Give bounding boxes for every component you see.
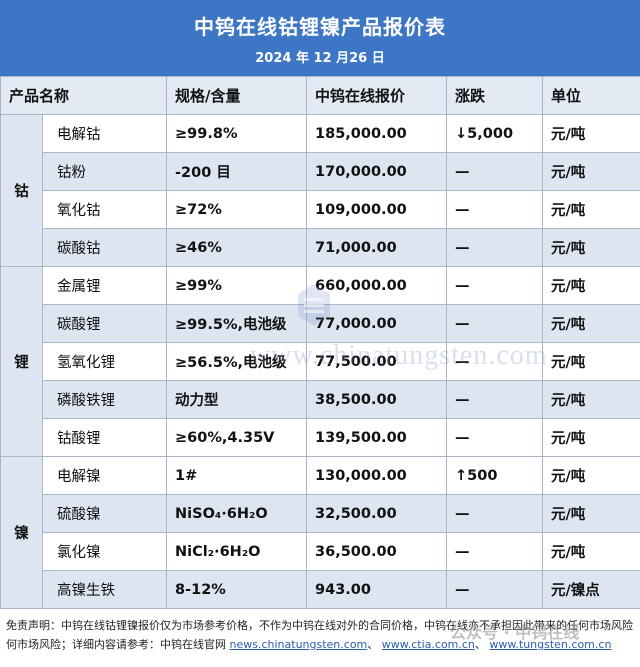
unit-cell: 元/吨 <box>542 304 640 343</box>
spec-cell: ≥46% <box>166 228 308 267</box>
table-row: 钴粉 -200 目 170,000.00— 元/吨 <box>1 152 640 191</box>
price-cell: 170,000.00 <box>306 152 448 191</box>
table-row: 锂金属锂 ≥99% 660,000.00— 元/吨 <box>0 266 640 457</box>
product-name-cell: 碳酸钴 <box>41 228 168 267</box>
price-cell: 32,500.00 <box>306 494 448 533</box>
table-row: 氯化镍 NiCl₂·6H₂O 36,500.00— 元/吨 <box>1 532 640 571</box>
spec-cell: ≥60%,4.35V <box>166 418 308 457</box>
spec-cell: -200 目 <box>166 152 308 191</box>
change-cell: — <box>446 342 544 381</box>
change-cell: — <box>446 266 544 305</box>
table-row: 高镍生铁 8-12% 943.00— 元/镍点 <box>1 570 640 609</box>
price-cell: 38,500.00 <box>306 380 448 419</box>
table-row: 镍电解镍 1# 130,000.00 ↑500 元/吨 <box>0 456 640 609</box>
unit-cell: 元/吨 <box>542 266 640 305</box>
col-header-unit: 单位 <box>542 76 640 115</box>
unit-cell: 元/吨 <box>542 532 640 571</box>
col-header-product: 产品名称 <box>0 76 168 115</box>
change-cell: — <box>446 380 544 419</box>
unit-cell: 元/吨 <box>542 190 640 229</box>
change-cell: — <box>446 152 544 191</box>
table-body: 钴电解钴 ≥99.8% 185,000.00 ↓5,000 元/吨 钴粉 -200 目 170… <box>0 114 640 609</box>
spec-cell: ≥56.5%,电池级 <box>166 342 308 381</box>
table-header-row: 产品名称 规格/含量 中钨在线报价 涨跌 单位 <box>0 76 640 115</box>
unit-cell: 元/镍点 <box>542 570 640 609</box>
unit-cell: 元/吨 <box>542 228 640 267</box>
price-cell: 130,000.00 <box>306 456 448 495</box>
change-cell: — <box>446 190 544 229</box>
unit-cell: 元/吨 <box>542 380 640 419</box>
unit-cell: 元/吨 <box>542 152 640 191</box>
link-news-chinatungsten[interactable]: news.chinatungsten.com <box>229 638 368 651</box>
price-cell: 36,500.00 <box>306 532 448 571</box>
product-name-cell: 钴酸锂 <box>41 418 168 457</box>
table-row: 磷酸铁锂 动力型 38,500.00— 元/吨 <box>1 380 640 419</box>
table-row: 钴电解钴 ≥99.8% 185,000.00 ↓5,000 元/吨 <box>0 114 640 267</box>
price-cell: 77,000.00 <box>306 304 448 343</box>
disclaimer-reference-text: 何市场风险；详细内容请参考：中钨在线官网 <box>6 638 226 651</box>
product-name-cell: 磷酸铁锂 <box>41 380 168 419</box>
product-name-cell: 电解钴 <box>41 114 168 153</box>
disclaimer-line-1: 免责声明：中钨在线钴锂镍报价仅为市场参考价格，不作为中钨在线对外的合同价格，中钨… <box>6 619 634 632</box>
spec-cell: NiCl₂·6H₂O <box>166 532 308 571</box>
product-name-cell: 高镍生铁 <box>41 570 168 609</box>
report-header: 中钨在线钴锂镍产品报价表 2024 年 12 月26 日 <box>0 0 640 76</box>
disclaimer-footer: 免责声明：中钨在线钴锂镍报价仅为市场参考价格，不作为中钨在线对外的合同价格，中钨… <box>0 612 640 667</box>
spec-cell: ≥99% <box>166 266 308 305</box>
change-cell: ↓5,000 <box>446 114 544 153</box>
price-table: 产品名称 规格/含量 中钨在线报价 涨跌 单位 钴电解钴 ≥99.8% 185,00… <box>0 76 640 609</box>
change-cell: — <box>446 570 544 609</box>
product-name-cell: 硫酸镍 <box>41 494 168 533</box>
product-name-cell: 氢氧化锂 <box>41 342 168 381</box>
col-header-price: 中钨在线报价 <box>306 76 448 115</box>
report-title: 中钨在线钴锂镍产品报价表 <box>194 15 446 39</box>
spec-cell: ≥99.5%,电池级 <box>166 304 308 343</box>
table-row: 钴酸锂 ≥60%,4.35V 139,500.00— 元/吨 <box>1 418 640 457</box>
product-name-cell: 电解镍 <box>41 456 168 495</box>
price-cell: 660,000.00 <box>306 266 448 305</box>
spec-cell: ≥72% <box>166 190 308 229</box>
table-row: 硫酸镍 NiSO₄·6H₂O 32,500.00— 元/吨 <box>1 494 640 533</box>
spec-cell: NiSO₄·6H₂O <box>166 494 308 533</box>
change-cell: — <box>446 304 544 343</box>
col-header-change: 涨跌 <box>446 76 544 115</box>
product-name-cell: 金属锂 <box>41 266 168 305</box>
product-name-cell: 氯化镍 <box>41 532 168 571</box>
unit-cell: 元/吨 <box>542 494 640 533</box>
product-name-cell: 碳酸锂 <box>41 304 168 343</box>
unit-cell: 元/吨 <box>542 456 640 495</box>
product-name-cell: 氧化钴 <box>41 190 168 229</box>
link-tungsten[interactable]: www.tungsten.com.cn <box>489 638 612 651</box>
spec-cell: 动力型 <box>166 380 308 419</box>
change-cell: — <box>446 532 544 571</box>
report-date: 2024 年 12 月26 日 <box>255 51 385 66</box>
unit-cell: 元/吨 <box>542 114 640 153</box>
spec-cell: ≥99.8% <box>166 114 308 153</box>
unit-cell: 元/吨 <box>542 418 640 457</box>
group-label: 锂 <box>0 266 43 457</box>
product-name-cell: 钴粉 <box>41 152 168 191</box>
table-row: 碳酸锂 ≥99.5%,电池级 77,000.00— 元/吨 <box>1 304 640 343</box>
table-row: 碳酸钴 ≥46% 71,000.00— 元/吨 <box>1 228 640 267</box>
unit-cell: 元/吨 <box>542 342 640 381</box>
price-cell: 139,500.00 <box>306 418 448 457</box>
change-cell: ↑500 <box>446 456 544 495</box>
group-label: 钴 <box>0 114 43 267</box>
price-cell: 943.00 <box>306 570 448 609</box>
price-cell: 77,500.00 <box>306 342 448 381</box>
price-cell: 71,000.00 <box>306 228 448 267</box>
price-cell: 109,000.00 <box>306 190 448 229</box>
change-cell: — <box>446 494 544 533</box>
table-row: 氧化钴 ≥72% 109,000.00— 元/吨 <box>1 190 640 229</box>
change-cell: — <box>446 228 544 267</box>
group-label: 镍 <box>0 456 43 609</box>
change-cell: — <box>446 418 544 457</box>
table-row: 氢氧化锂 ≥56.5%,电池级 77,500.00— 元/吨 <box>1 342 640 381</box>
spec-cell: 1# <box>166 456 308 495</box>
disclaimer-line-2: 何市场风险；详细内容请参考：中钨在线官网 news.chinatungsten.… <box>6 638 612 651</box>
price-cell: 185,000.00 <box>306 114 448 153</box>
link-ctia[interactable]: www.ctia.com.cn <box>381 638 475 651</box>
spec-cell: 8-12% <box>166 570 308 609</box>
col-header-spec: 规格/含量 <box>166 76 308 115</box>
